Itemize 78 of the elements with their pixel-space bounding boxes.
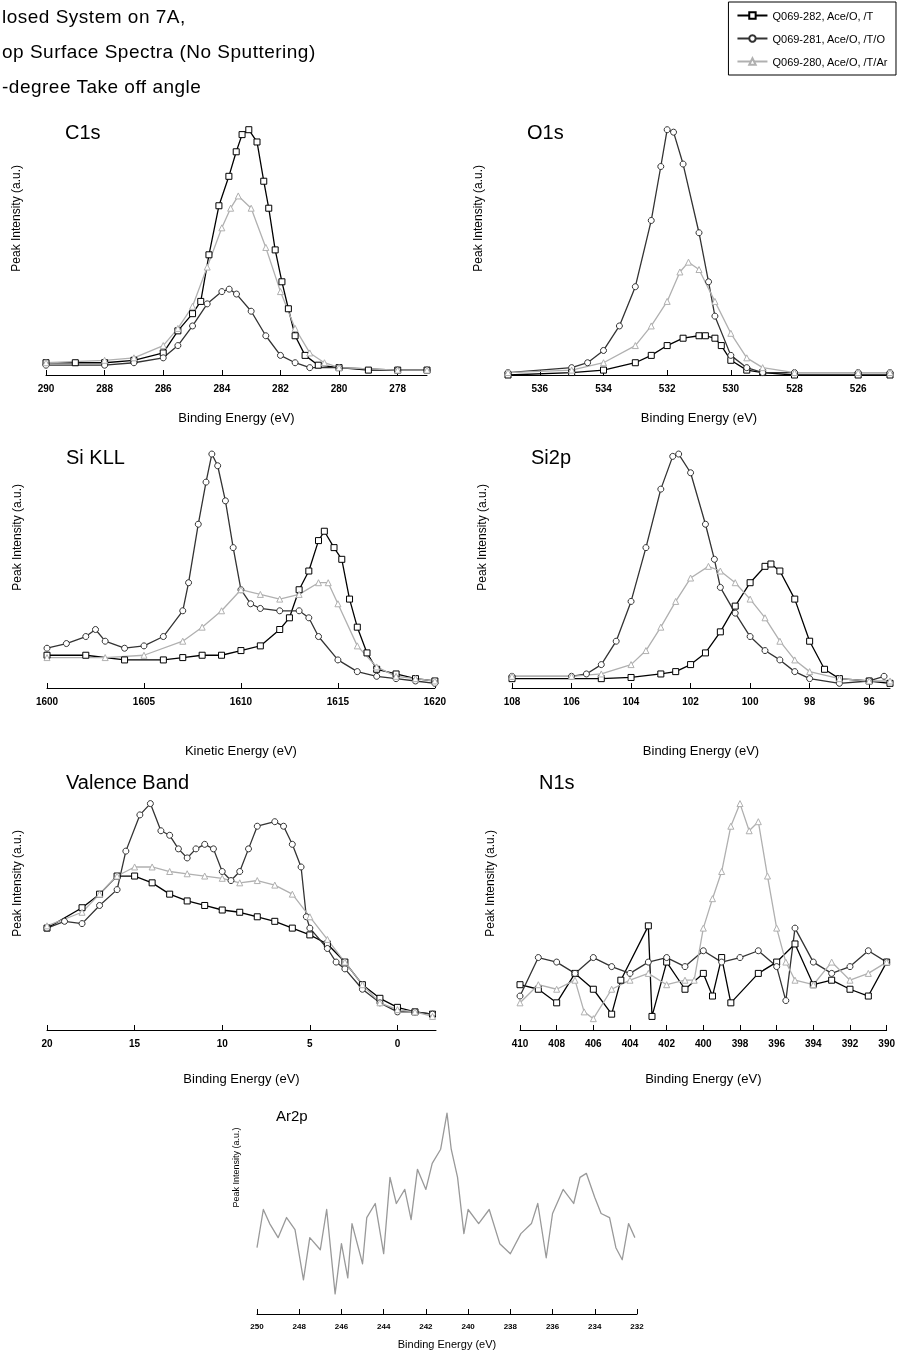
x-axis-title: Binding Energy (eV) [642,743,760,758]
x-tick-label: 15 [129,1037,141,1049]
x-tick-label: 106 [563,695,581,707]
x-tick-label: 20 [41,1037,53,1049]
x-tick-label: 528 [786,382,804,394]
chart-title: Ar2p [276,1107,308,1124]
chart-title: C1s [65,121,101,143]
x-tick-label: 288 [96,382,114,394]
chart-title: N1s [539,771,575,793]
x-tick-label: 400 [694,1037,713,1049]
y-axis-title: Peak Intensity (a.u.) [10,484,24,591]
chart-title: Si KLL [66,446,125,468]
y-axis-title: Peak Intensity (a.u.) [475,484,489,591]
x-tick-label: 390 [878,1037,896,1049]
x-tick-label: 1620 [423,695,447,707]
x-tick-label: 402 [658,1037,676,1049]
x-axis-title: Binding Energy (eV) [645,1071,762,1086]
x-tick-label: 246 [334,1321,349,1331]
x-tick-label: 286 [154,382,173,394]
x-tick-label: 10 [216,1037,229,1049]
x-tick-label: 1610 [229,695,253,707]
x-tick-label: 526 [849,382,867,394]
x-tick-label: 102 [682,695,700,707]
x-tick-label: 290 [37,382,55,394]
x-tick-label: 282 [272,382,290,394]
x-tick-label: 396 [768,1037,786,1049]
x-tick-label: 238 [503,1321,518,1331]
x-tick-label: 532 [658,382,676,394]
x-tick-label: 108 [503,695,521,707]
x-tick-label: 0 [394,1037,401,1049]
x-tick-label: 392 [841,1037,859,1049]
x-tick-label: 280 [330,382,348,394]
chart-title: Valence Band [66,771,190,793]
text: -degree Take off angle [2,76,202,98]
legend-label: Q069-281, Ace/O, /T/O [772,32,886,45]
x-axis-title: Binding Energy (eV) [397,1337,497,1350]
x-tick-label: 536 [531,382,549,394]
x-tick-label: 1600 [35,695,59,707]
x-tick-label: 278 [389,382,407,394]
x-tick-label: 398 [731,1037,749,1049]
y-axis-title: Peak Intensity (a.u.) [483,830,497,937]
x-tick-label: 242 [419,1321,434,1331]
x-tick-label: 232 [630,1321,645,1331]
x-tick-label: 5 [307,1037,314,1049]
x-tick-label: 248 [292,1321,307,1331]
x-axis-title: Binding Energy (eV) [183,1071,300,1086]
x-axis-title: Binding Energy (eV) [640,410,758,425]
x-tick-label: 410 [511,1037,529,1049]
text: op Surface Spectra (No Sputtering) [2,41,316,63]
x-tick-label: 100 [741,695,759,707]
x-tick-label: 1615 [326,695,350,707]
x-tick-label: 234 [588,1321,602,1331]
x-tick-label: 240 [461,1321,476,1331]
x-tick-label: 236 [545,1321,560,1331]
x-tick-label: 406 [584,1037,603,1049]
x-tick-label: 530 [722,382,740,394]
legend-label: Q069-280, Ace/O, /T/Ar [772,55,888,68]
x-tick-label: 250 [250,1321,265,1331]
x-tick-label: 404 [621,1037,639,1049]
y-axis-title: Peak Intensity (a.u.) [9,165,23,272]
x-tick-label: 408 [548,1037,566,1049]
text: losed System on 7A, [2,6,186,28]
x-tick-label: 104 [622,695,640,707]
x-tick-label: 96 [863,695,876,707]
x-tick-label: 1605 [132,695,156,707]
x-tick-label: 98 [804,695,816,707]
x-axis-title: Kinetic Energy (eV) [184,743,297,758]
y-axis-title: Peak Intensity (a.u.) [10,830,24,937]
x-tick-label: 284 [213,382,231,394]
x-tick-label: 244 [376,1321,391,1331]
y-axis-title: Peak Intensity (a.u.) [471,165,485,272]
legend-label: Q069-282, Ace/O, /T [772,9,874,22]
x-tick-label: 394 [804,1037,823,1049]
x-axis-title: Binding Energy (eV) [178,410,295,425]
x-tick-label: 534 [595,382,613,394]
chart-title: Si2p [531,446,572,468]
chart-title: O1s [527,121,564,143]
y-axis-title: Peak Intensity (a.u.) [230,1127,241,1208]
